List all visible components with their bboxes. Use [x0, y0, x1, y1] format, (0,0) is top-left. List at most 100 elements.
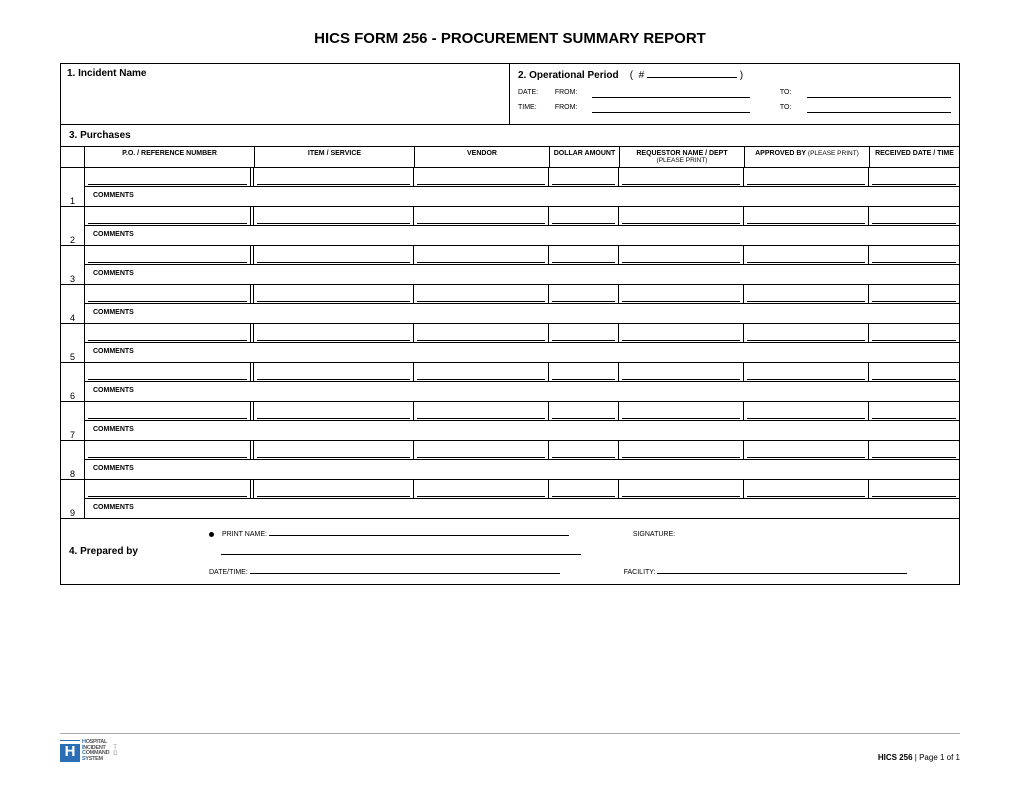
entry-field[interactable]	[869, 207, 959, 225]
purchase-entry: 9COMMENTS	[61, 480, 959, 519]
date-to-field[interactable]	[807, 89, 951, 98]
entry-field[interactable]	[254, 480, 414, 498]
entry-field[interactable]	[549, 246, 619, 264]
entry-field[interactable]	[85, 168, 251, 186]
entry-field[interactable]	[744, 207, 869, 225]
entry-field[interactable]	[619, 246, 744, 264]
entry-field[interactable]	[744, 246, 869, 264]
entry-comments-row: COMMENTS	[61, 381, 959, 401]
op-number-field[interactable]	[647, 69, 737, 78]
entry-field[interactable]	[619, 363, 744, 381]
entry-field[interactable]	[254, 168, 414, 186]
row-index: 4	[61, 285, 85, 323]
print-name-field[interactable]	[269, 527, 569, 536]
datetime-facility-line: DATE/TIME: FACILITY:	[209, 565, 951, 576]
entry-field[interactable]	[744, 402, 869, 420]
incident-name-cell[interactable]: 1. Incident Name	[61, 64, 510, 124]
entry-field[interactable]	[549, 441, 619, 459]
entry-field[interactable]	[869, 480, 959, 498]
entry-fields-row: 6	[61, 363, 959, 381]
entry-field[interactable]	[744, 363, 869, 381]
entry-field[interactable]	[619, 207, 744, 225]
comments-label[interactable]: COMMENTS	[85, 226, 959, 245]
comments-label[interactable]: COMMENTS	[85, 187, 959, 206]
entry-field[interactable]	[85, 246, 251, 264]
page-footer: H HOSPITAL INCIDENT COMMAND SYSTEM T D H…	[60, 740, 960, 762]
entry-field[interactable]	[744, 480, 869, 498]
datetime-field[interactable]	[250, 565, 560, 574]
entry-field[interactable]	[744, 324, 869, 342]
entry-field[interactable]	[414, 480, 549, 498]
entry-field[interactable]	[619, 441, 744, 459]
entry-field[interactable]	[85, 324, 251, 342]
entry-field[interactable]	[744, 285, 869, 303]
comments-label[interactable]: COMMENTS	[85, 421, 959, 440]
entry-field[interactable]	[549, 480, 619, 498]
entry-field[interactable]	[414, 246, 549, 264]
entry-field[interactable]	[414, 441, 549, 459]
entry-field[interactable]	[869, 168, 959, 186]
date-from-field[interactable]	[592, 89, 750, 98]
entry-field[interactable]	[414, 402, 549, 420]
facility-field[interactable]	[657, 565, 907, 574]
entry-comments-row: COMMENTS	[61, 303, 959, 323]
form-page: HICS FORM 256 - PROCUREMENT SUMMARY REPO…	[0, 0, 1020, 585]
entry-field[interactable]	[549, 363, 619, 381]
entry-field[interactable]	[744, 168, 869, 186]
entry-field[interactable]	[869, 402, 959, 420]
entry-field[interactable]	[414, 324, 549, 342]
entry-field[interactable]	[549, 324, 619, 342]
entry-field[interactable]	[744, 441, 869, 459]
entry-field[interactable]	[619, 324, 744, 342]
comments-label[interactable]: COMMENTS	[85, 343, 959, 362]
entry-field[interactable]	[85, 441, 251, 459]
entry-field[interactable]	[619, 402, 744, 420]
entry-field[interactable]	[85, 402, 251, 420]
col-approved-text: APPROVED BY	[755, 150, 806, 157]
row-index: 7	[61, 402, 85, 440]
entry-field[interactable]	[619, 168, 744, 186]
entry-field[interactable]	[549, 402, 619, 420]
entry-field[interactable]	[254, 285, 414, 303]
signature-field[interactable]	[221, 546, 581, 555]
entry-field[interactable]	[414, 363, 549, 381]
entry-field[interactable]	[869, 246, 959, 264]
footer-page-info: HICS 256 | Page 1 of 1	[878, 753, 960, 762]
entry-field[interactable]	[619, 285, 744, 303]
entry-field[interactable]	[254, 207, 414, 225]
entry-field[interactable]	[549, 168, 619, 186]
col-item: ITEM / SERVICE	[255, 147, 415, 167]
footer-form-id: HICS 256	[878, 753, 913, 762]
purchase-entry: 8COMMENTS	[61, 441, 959, 480]
comments-label[interactable]: COMMENTS	[85, 499, 959, 518]
entry-field[interactable]	[869, 441, 959, 459]
entry-field[interactable]	[869, 324, 959, 342]
comments-label[interactable]: COMMENTS	[85, 265, 959, 284]
entry-field[interactable]	[85, 480, 251, 498]
time-to-field[interactable]	[807, 104, 951, 113]
logo-text: HOSPITAL INCIDENT COMMAND SYSTEM	[82, 740, 109, 762]
entry-field[interactable]	[414, 168, 549, 186]
entry-field[interactable]	[549, 285, 619, 303]
entry-field[interactable]	[414, 285, 549, 303]
entry-field[interactable]	[869, 285, 959, 303]
row-index: 6	[61, 363, 85, 401]
entry-field[interactable]	[549, 207, 619, 225]
entry-field[interactable]	[254, 246, 414, 264]
entry-field[interactable]	[85, 285, 251, 303]
signature-line	[209, 546, 951, 557]
comments-label[interactable]: COMMENTS	[85, 382, 959, 401]
entry-field[interactable]	[619, 480, 744, 498]
entry-field[interactable]	[254, 402, 414, 420]
entry-field[interactable]	[869, 363, 959, 381]
entry-field[interactable]	[85, 363, 251, 381]
time-from-field[interactable]	[592, 104, 750, 113]
comments-label[interactable]: COMMENTS	[85, 460, 959, 479]
entry-field[interactable]	[414, 207, 549, 225]
entry-field[interactable]	[85, 207, 251, 225]
entry-field[interactable]	[254, 441, 414, 459]
entry-field[interactable]	[254, 324, 414, 342]
entry-field[interactable]	[254, 363, 414, 381]
purchase-entry: 4COMMENTS	[61, 285, 959, 324]
comments-label[interactable]: COMMENTS	[85, 304, 959, 323]
